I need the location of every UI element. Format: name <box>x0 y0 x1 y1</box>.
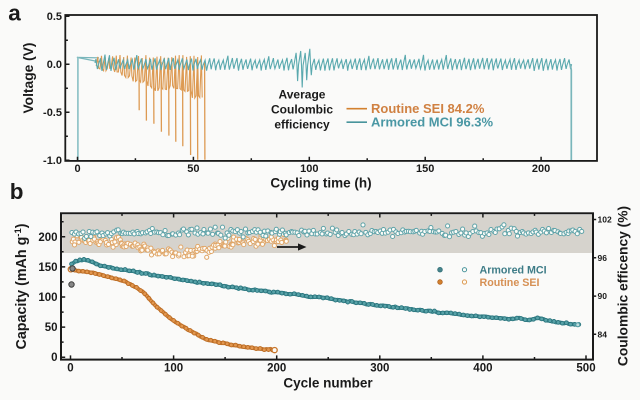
svg-text:0.5: 0.5 <box>47 11 62 23</box>
svg-text:84: 84 <box>598 329 608 339</box>
svg-text:50: 50 <box>187 163 199 175</box>
svg-text:102: 102 <box>598 215 612 225</box>
svg-text:100: 100 <box>300 163 318 175</box>
svg-text:300: 300 <box>370 362 389 374</box>
svg-text:Coulombic efficency (%): Coulombic efficency (%) <box>616 206 631 366</box>
svg-text:100: 100 <box>164 362 183 374</box>
svg-text:150: 150 <box>38 262 57 274</box>
svg-text:Routine SEI: Routine SEI <box>480 277 540 289</box>
svg-text:0: 0 <box>67 362 73 374</box>
svg-text:Cycle number: Cycle number <box>283 376 373 391</box>
svg-text:-1.0: -1.0 <box>43 155 62 167</box>
svg-text:Voltage (V): Voltage (V) <box>21 42 36 113</box>
svg-text:50: 50 <box>45 322 58 334</box>
svg-text:Average: Average <box>279 87 326 101</box>
svg-text:b: b <box>10 179 24 204</box>
svg-text:150: 150 <box>416 163 434 175</box>
svg-text:200: 200 <box>532 163 550 175</box>
svg-text:0: 0 <box>74 163 80 175</box>
svg-text:0: 0 <box>51 352 57 364</box>
svg-text:a: a <box>8 1 21 26</box>
svg-text:Capacity (mAh g-1): Capacity (mAh g-1) <box>12 223 30 349</box>
svg-text:90: 90 <box>598 291 608 301</box>
svg-text:Cycling time (h): Cycling time (h) <box>270 175 371 190</box>
svg-text:500: 500 <box>576 362 595 374</box>
svg-text:96: 96 <box>598 253 608 263</box>
svg-text:Armored MCI 96.3%: Armored MCI 96.3% <box>371 115 494 130</box>
svg-text:400: 400 <box>473 362 492 374</box>
svg-text:Coulombic: Coulombic <box>271 103 333 117</box>
svg-text:0.0: 0.0 <box>47 59 62 71</box>
svg-text:Armored MCI: Armored MCI <box>480 264 547 276</box>
svg-text:efficiency: efficiency <box>274 118 330 132</box>
svg-text:200: 200 <box>267 362 286 374</box>
svg-text:Routine SEI 84.2%: Routine SEI 84.2% <box>371 101 485 116</box>
svg-text:100: 100 <box>38 292 57 304</box>
svg-text:200: 200 <box>38 232 57 244</box>
svg-text:-0.5: -0.5 <box>43 107 62 119</box>
